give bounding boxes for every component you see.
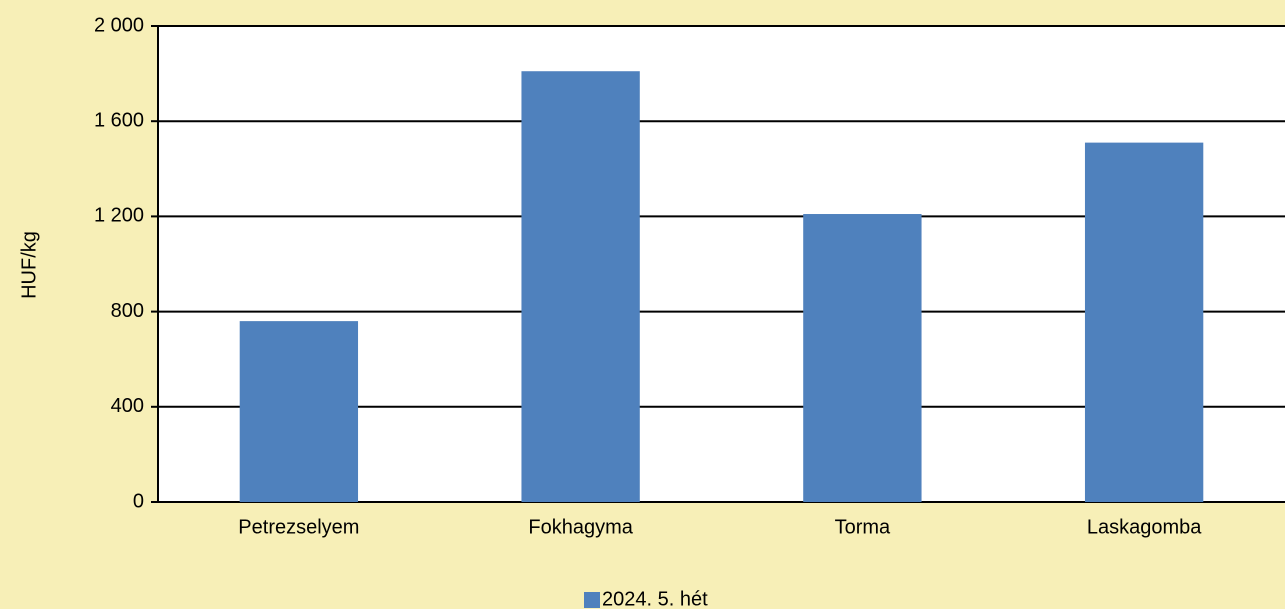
- bar: [1084, 142, 1204, 502]
- y-tick-label: 1 200: [94, 205, 144, 227]
- y-axis-label: HUF/kg: [18, 231, 40, 299]
- y-tick-label: 1 600: [94, 109, 144, 131]
- bar: [521, 71, 640, 502]
- y-tick-label: 0: [133, 490, 144, 512]
- legend-item: 2024. 5. hét: [584, 588, 708, 609]
- bar: [239, 321, 359, 502]
- y-tick-label: 800: [111, 300, 144, 322]
- legend-label: 2024. 5. hét: [602, 588, 708, 609]
- y-tick-label: 400: [111, 395, 144, 417]
- x-tick-label: Laskagomba: [1087, 516, 1202, 538]
- bar: [803, 214, 922, 502]
- x-tick-label: Fokhagyma: [528, 516, 633, 538]
- y-tick-label: 2 000: [94, 14, 144, 36]
- x-tick-label: Torma: [835, 516, 891, 538]
- legend-swatch: [584, 592, 600, 608]
- x-tick-label: Petrezselyem: [238, 516, 359, 538]
